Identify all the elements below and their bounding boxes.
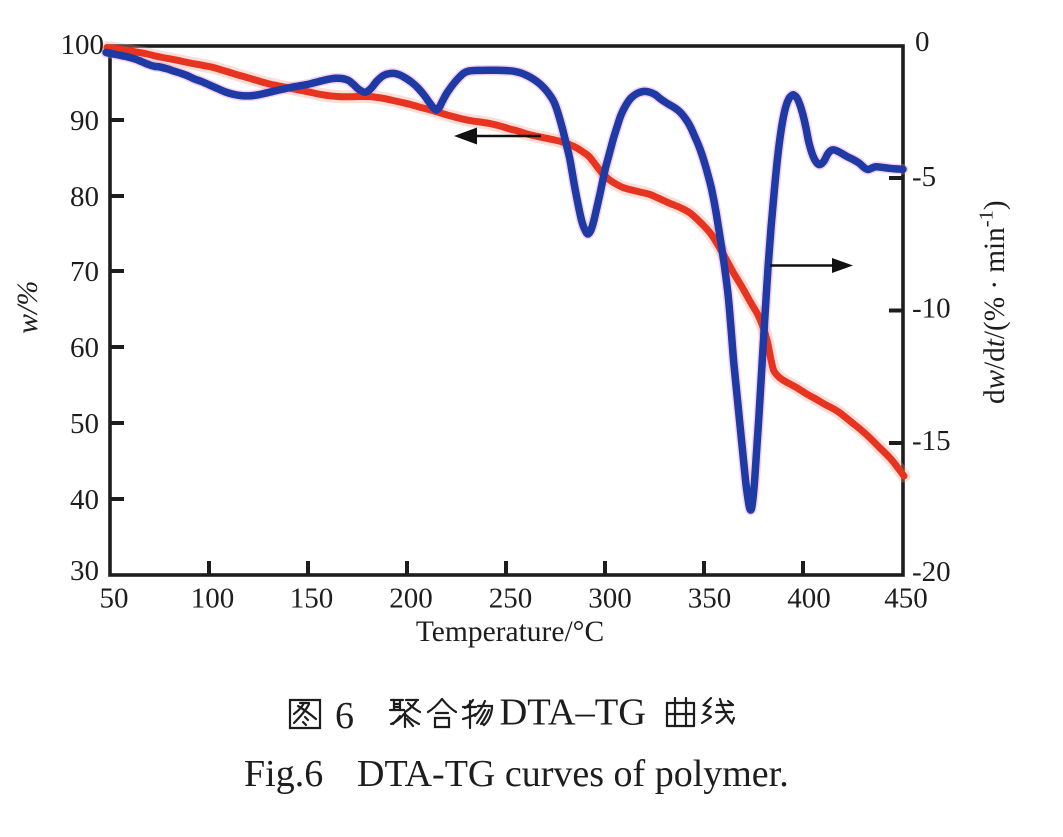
svg-text:0: 0	[915, 26, 930, 58]
svg-text:dw/dt/(% · min-1): dw/dt/(% · min-1)	[976, 200, 1012, 404]
svg-text:80: 80	[70, 181, 99, 213]
svg-text:350: 350	[688, 583, 732, 615]
svg-text:200: 200	[389, 583, 433, 615]
svg-text:-10: -10	[912, 293, 951, 325]
svg-text:70: 70	[70, 256, 99, 288]
svg-text:-5: -5	[912, 161, 936, 193]
svg-text:150: 150	[290, 583, 334, 615]
svg-text:-20: -20	[912, 556, 951, 588]
svg-text:250: 250	[489, 583, 533, 615]
svg-text:60: 60	[70, 332, 99, 364]
svg-text:DTA-TG curves of polymer.: DTA-TG curves of polymer.	[357, 753, 789, 795]
svg-text:50: 50	[70, 408, 99, 440]
svg-text:-15: -15	[912, 425, 951, 457]
svg-text:40: 40	[70, 484, 99, 516]
svg-text:50: 50	[100, 583, 129, 615]
svg-text:Fig.6: Fig.6	[244, 753, 323, 795]
svg-text:Temperature/°C: Temperature/°C	[416, 616, 604, 648]
svg-text:100: 100	[191, 583, 235, 615]
svg-text:30: 30	[70, 555, 99, 587]
svg-text:90: 90	[70, 105, 99, 137]
svg-text:DTA–TG: DTA–TG	[500, 692, 647, 734]
svg-text:6: 6	[335, 695, 354, 737]
svg-text:300: 300	[588, 583, 632, 615]
svg-text:450: 450	[884, 583, 928, 615]
svg-text:400: 400	[787, 583, 831, 615]
svg-text:w/%: w/%	[11, 281, 44, 334]
svg-text:100: 100	[61, 29, 105, 61]
